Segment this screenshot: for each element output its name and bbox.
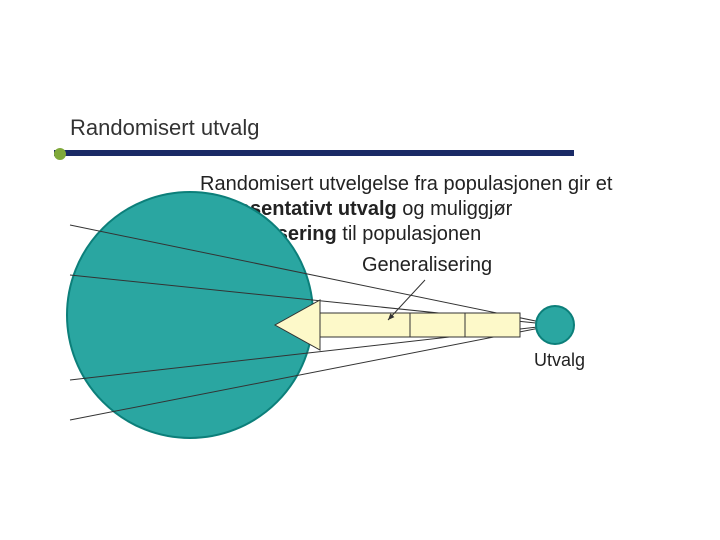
slide-stage: Randomisert utvalg Randomisert utvelgels… bbox=[0, 0, 720, 540]
diagram-svg bbox=[0, 0, 720, 540]
utvalg-label: Utvalg bbox=[534, 350, 585, 371]
